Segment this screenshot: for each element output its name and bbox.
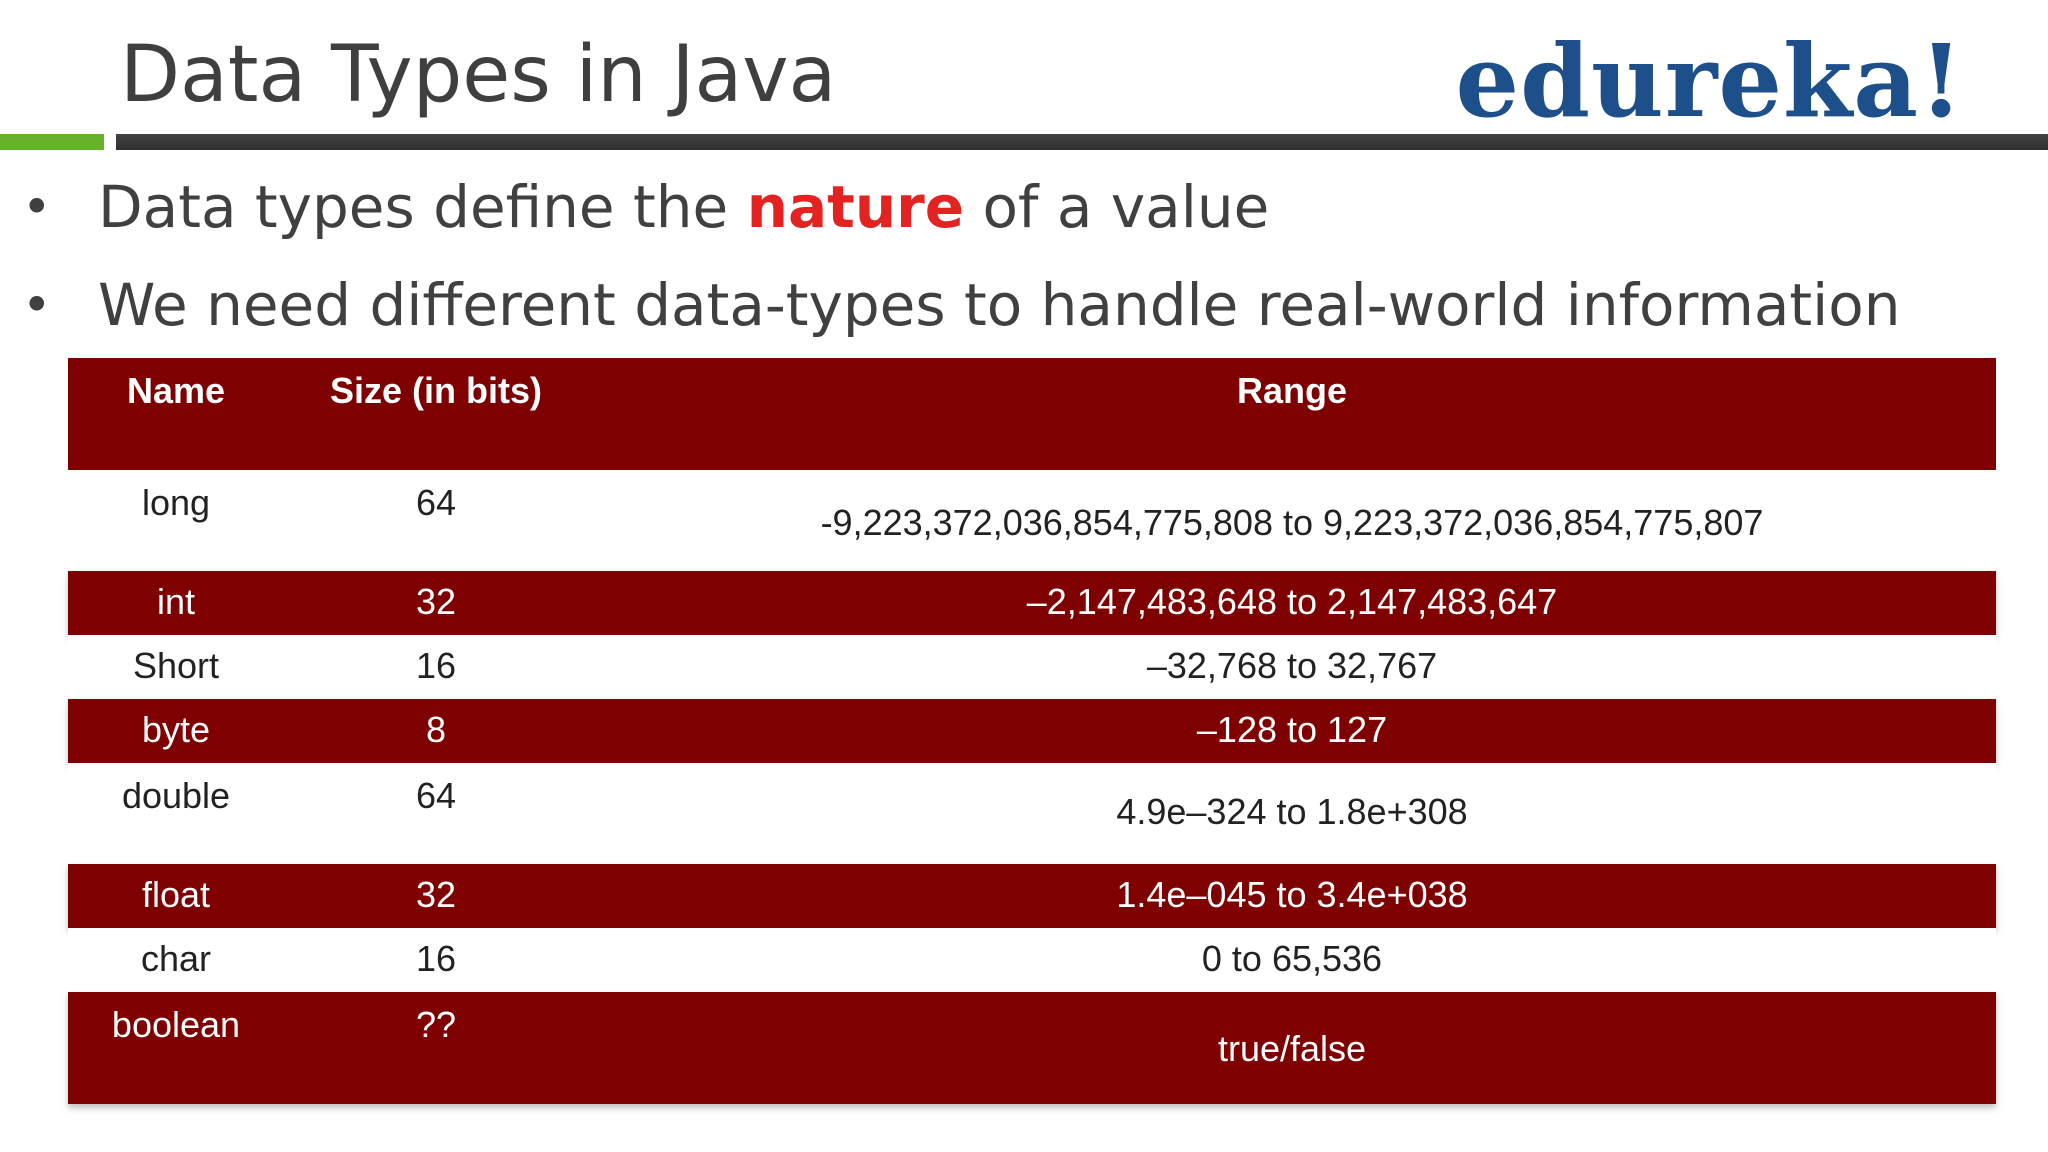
table-row: char 16 0 to 65,536 [68,928,1996,992]
type-size-cell: 16 [415,938,457,979]
table-row: float 32 1.4e–045 to 3.4e+038 [68,864,1996,928]
type-name-cell: int [156,581,196,622]
bullet-item: • We need different data-types to handle… [0,260,2048,358]
type-name-cell: double [121,775,231,816]
bullet-text-after: of a value [964,173,1270,241]
bullet-text-before: Data types define the [98,173,747,241]
type-range-cell: 4.9e–324 to 1.8e+308 [1116,791,1468,832]
type-size-cell: ?? [415,1004,457,1045]
type-range-cell: –2,147,483,648 to 2,147,483,647 [1026,581,1558,622]
bullet-text: Data types define the nature of a value [98,162,1269,252]
table-row: byte 8 –128 to 127 [68,699,1996,763]
type-range-cell: –128 to 127 [1196,709,1388,750]
table-row: long 64 -9,223,372,036,854,775,808 to 9,… [68,470,1996,571]
title-divider-rule [116,134,2048,150]
type-name-cell: boolean [111,1004,241,1045]
bullet-dot-icon: • [22,178,52,236]
type-name-cell: float [141,874,211,915]
table-header-row: Name Size (in bits) Range [68,358,1996,470]
bullet-list: • Data types define the nature of a valu… [0,162,2048,358]
type-name-cell: Short [132,645,220,686]
bullet-dot-icon: • [22,276,52,334]
type-size-cell: 8 [425,709,447,750]
type-range-cell: true/false [1217,1028,1367,1069]
column-header-size: Size (in bits) [329,370,542,411]
type-range-cell: 0 to 65,536 [1201,938,1383,979]
highlight-word: nature [746,173,965,241]
type-name-cell: char [140,938,212,979]
edureka-logo: edureka! [1455,22,1964,140]
table-row: boolean ?? true/false [68,992,1996,1104]
table-row: double 64 4.9e–324 to 1.8e+308 [68,763,1996,864]
type-size-cell: 32 [415,581,457,622]
slide-title: Data Types in Java [120,30,837,120]
table-row: int 32 –2,147,483,648 to 2,147,483,647 [68,571,1996,635]
type-size-cell: 32 [415,874,457,915]
bullet-text: We need different data-types to handle r… [98,260,1901,350]
column-header-name: Name [126,370,226,411]
type-range-cell: 1.4e–045 to 3.4e+038 [1116,874,1468,915]
table-row: Short 16 –32,768 to 32,767 [68,635,1996,699]
type-size-cell: 64 [415,775,457,816]
type-range-cell: –32,768 to 32,767 [1146,645,1438,686]
type-name-cell: byte [141,709,211,750]
bullet-text-before: We need different data-types to handle r… [98,271,1901,339]
type-name-cell: long [141,482,211,523]
green-accent-rule [0,134,104,150]
type-range-cell: -9,223,372,036,854,775,808 to 9,223,372,… [820,502,1764,543]
type-size-cell: 64 [415,482,457,523]
column-header-range: Range [1236,370,1348,411]
data-types-grid: Name Size (in bits) Range long 64 -9,223… [68,358,1996,1104]
type-size-cell: 16 [415,645,457,686]
bullet-item: • Data types define the nature of a valu… [0,162,2048,260]
data-types-table: Name Size (in bits) Range long 64 -9,223… [68,358,1996,1104]
